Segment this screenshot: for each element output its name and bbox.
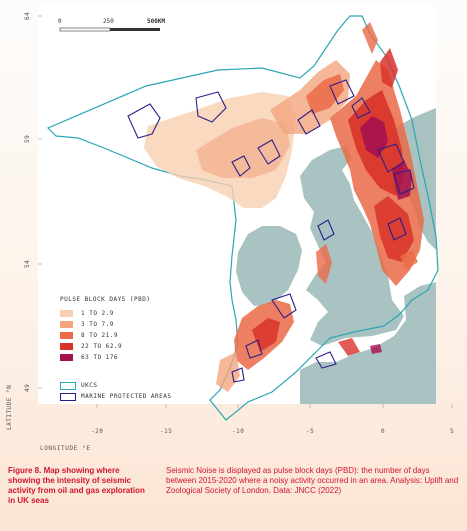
scale-label-250: 250	[103, 18, 114, 25]
longitude-axis-title: LONGITUDE °E	[40, 445, 91, 452]
lon-tick-m15: -15	[160, 428, 173, 435]
legend-item: 63 TO 176	[60, 352, 150, 363]
legend-item: 8 TO 21.9	[60, 330, 150, 341]
lon-tick-m10: -10	[232, 428, 245, 435]
legend-item: 22 TO 62.9	[60, 341, 150, 352]
legend-label: 8 TO 21.9	[81, 332, 119, 339]
mpa-swatch	[60, 392, 76, 401]
lon-tick-m5: -5	[306, 428, 315, 435]
lat-tick-49: 49	[24, 383, 31, 392]
scale-bar	[59, 27, 160, 32]
lat-tick-54: 54	[24, 259, 31, 268]
legend-item: 3 TO 7.9	[60, 319, 150, 330]
legend-label-ukcs: UKCS	[81, 382, 98, 389]
scale-label-0: 0	[58, 18, 62, 25]
legend-item: 1 TO 2.9	[60, 308, 150, 319]
legend-swatch	[60, 310, 73, 317]
legend-label: 3 TO 7.9	[81, 321, 114, 328]
legend-item-mpa: MARINE PROTECTED AREAS	[60, 391, 171, 402]
lat-tick-59: 59	[24, 134, 31, 143]
ukcs-swatch	[60, 381, 76, 390]
figure-caption-text: Seismic Noise is displayed as pulse bloc…	[166, 466, 459, 495]
legend-label: 1 TO 2.9	[81, 310, 114, 317]
marine-protected-areas	[127, 79, 415, 383]
legend-swatch	[60, 343, 73, 350]
lon-tick-5: 5	[450, 428, 455, 435]
seismic-map	[38, 15, 453, 421]
graticule-ticks	[38, 15, 453, 408]
figure-caption-title: Figure 8. Map showing where showing the …	[8, 466, 145, 505]
lon-tick-m20: -20	[91, 428, 104, 435]
latitude-axis-title: LATITUDE °N	[6, 384, 13, 430]
legend-swatch	[60, 332, 73, 339]
legend-label: 22 TO 62.9	[81, 343, 123, 350]
legend-swatch	[60, 354, 73, 361]
legend-title: PULSE BLOCK DAYS (PBD)	[60, 296, 151, 303]
lon-tick-0: 0	[381, 428, 386, 435]
legend-swatch	[60, 321, 73, 328]
pbd-legend: PULSE BLOCK DAYS (PBD) 1 TO 2.9 3 TO 7.9…	[60, 296, 150, 363]
lat-tick-64: 64	[24, 11, 31, 20]
legend-item-ukcs: UKCS	[60, 380, 171, 391]
boundary-legend: UKCS MARINE PROTECTED AREAS	[60, 380, 171, 402]
legend-label-mpa: MARINE PROTECTED AREAS	[81, 393, 172, 400]
scale-label-500: 500KM	[147, 18, 166, 25]
legend-label: 63 TO 176	[81, 354, 119, 361]
